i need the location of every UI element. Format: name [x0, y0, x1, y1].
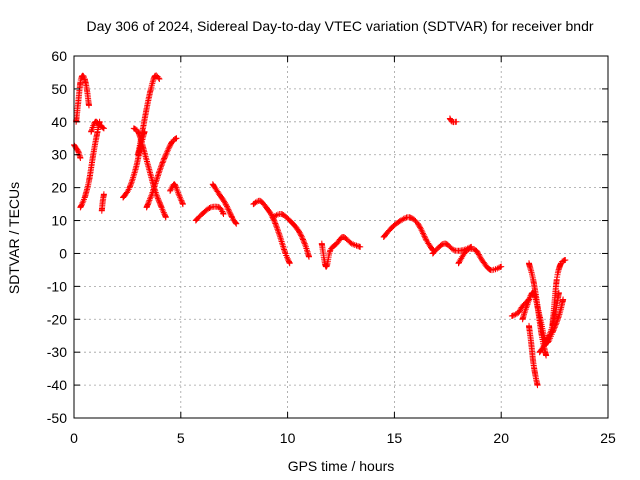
series-arc-13 — [250, 197, 293, 267]
data-markers — [77, 118, 103, 211]
series-arc-1 — [71, 141, 84, 161]
data-markers — [526, 322, 541, 389]
data-markers — [98, 191, 107, 214]
y-tick-label: -40 — [47, 377, 67, 393]
data-markers — [269, 211, 312, 260]
data-markers — [455, 245, 505, 274]
x-tick-label: 20 — [493, 430, 509, 446]
y-tick-label: 50 — [51, 81, 67, 97]
axis-ticks: 0 5 10 15 20 25 -50 -40 -30 -20 -10 0 10 20 30 40 50 60 — [47, 48, 616, 446]
y-tick-label: 0 — [59, 245, 67, 261]
x-axis-label: GPS time / hours — [288, 458, 395, 474]
y-tick-label: -20 — [47, 311, 67, 327]
series-arc-19 — [455, 245, 505, 274]
series-arc-15 — [318, 234, 364, 270]
series-arc-12 — [209, 181, 240, 227]
series-arc-5 — [98, 191, 107, 214]
y-tick-label: -10 — [47, 278, 67, 294]
y-tick-label: 20 — [51, 180, 67, 196]
series-arc-9 — [143, 135, 180, 211]
x-tick-label: 5 — [177, 430, 185, 446]
series-arc-16 — [380, 214, 436, 254]
data-markers — [446, 115, 460, 126]
data-markers — [73, 72, 92, 125]
y-axis-label: SDTVAR / TECUs — [6, 182, 22, 294]
data-markers — [192, 203, 227, 224]
data-markers — [71, 141, 84, 161]
data-markers — [143, 135, 180, 211]
x-tick-label: 10 — [280, 430, 296, 446]
series-arc-3 — [77, 118, 103, 211]
x-tick-label: 0 — [70, 430, 78, 446]
data-markers — [380, 214, 436, 254]
data-markers — [549, 257, 569, 329]
y-tick-label: 10 — [51, 213, 67, 229]
x-tick-label: 15 — [387, 430, 403, 446]
y-tick-label: 60 — [51, 48, 67, 64]
data-markers — [318, 234, 364, 270]
y-tick-label: -30 — [47, 344, 67, 360]
series-arc-14 — [269, 211, 312, 260]
y-tick-label: -50 — [47, 410, 67, 426]
y-tick-label: 40 — [51, 114, 67, 130]
series-arc-2 — [73, 72, 92, 125]
grid — [74, 56, 608, 418]
plot-frame — [73, 55, 609, 419]
x-tick-label: 25 — [600, 430, 616, 446]
series-arc-8 — [135, 72, 163, 158]
data-markers — [88, 118, 107, 135]
series-arc-10 — [167, 181, 186, 208]
series-arc-11 — [192, 203, 227, 224]
data-series — [71, 72, 569, 389]
data-markers — [209, 181, 240, 227]
series-arc-25 — [549, 257, 569, 329]
data-markers — [167, 181, 186, 208]
data-markers — [250, 197, 293, 267]
series-arc-18 — [446, 115, 460, 126]
series-arc-23 — [526, 322, 541, 389]
series-arc-4 — [88, 118, 107, 135]
data-markers — [135, 72, 163, 158]
y-tick-label: 30 — [51, 147, 67, 163]
chart-title: Day 306 of 2024, Sidereal Day-to-day VTE… — [86, 18, 593, 34]
